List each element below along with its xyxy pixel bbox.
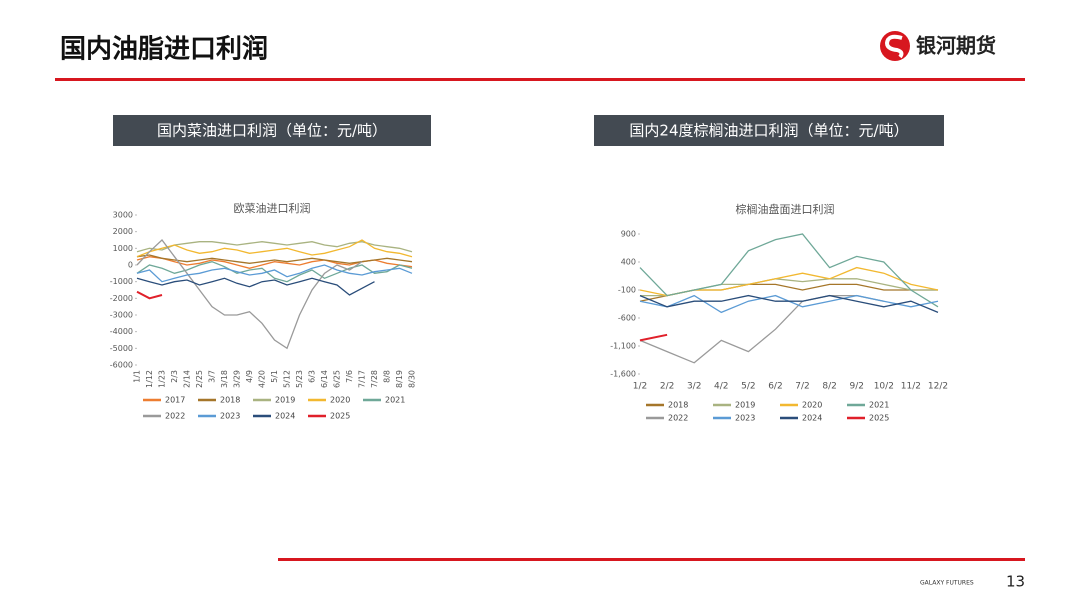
header-rule xyxy=(55,78,1025,81)
x-tick-label: 5/1 xyxy=(270,370,279,383)
x-tick-label: 4/2 xyxy=(714,382,728,392)
x-tick-label: 3/2 xyxy=(687,382,701,392)
x-tick-label: 6/3 xyxy=(308,370,317,383)
logo-swoosh xyxy=(884,34,904,59)
x-tick-label: 7/17 xyxy=(358,370,367,388)
legend-label: 2019 xyxy=(275,396,295,405)
x-tick-label: 2/2 xyxy=(660,382,674,392)
brand: 银河期货 xyxy=(916,34,996,58)
y-tick-label: -6000 xyxy=(110,361,133,370)
x-tick-label: 5/12 xyxy=(283,370,292,388)
y-tick-label: 2000 xyxy=(113,227,133,236)
x-tick-label: 9/2 xyxy=(849,382,863,392)
x-tick-label: 1/2 xyxy=(633,382,647,392)
x-tick-label: 1/1 xyxy=(133,370,142,383)
x-tick-label: 4/20 xyxy=(258,370,267,388)
legend-label: 2020 xyxy=(330,396,350,405)
y-tick-label: 1000 xyxy=(113,244,133,253)
x-tick-label: 5/23 xyxy=(295,370,304,388)
legend-label: 2022 xyxy=(165,412,185,421)
legend-label: 2025 xyxy=(330,412,350,421)
x-tick-label: 3/29 xyxy=(233,370,242,388)
x-tick-label: 2/25 xyxy=(195,370,204,388)
x-tick-label: 6/2 xyxy=(768,382,782,392)
series-line xyxy=(639,294,939,314)
legend-label: 2018 xyxy=(668,401,688,410)
series-line xyxy=(639,294,884,364)
legend-label: 2019 xyxy=(735,401,755,410)
series-line xyxy=(136,290,163,300)
y-tick-label: -4000 xyxy=(110,327,133,336)
x-tick-label: 2/3 xyxy=(170,370,179,383)
y-tick-label: -1,100 xyxy=(610,342,636,351)
y-tick-label: 900 xyxy=(621,230,636,239)
series-line xyxy=(136,261,413,283)
x-tick-label: 11/2 xyxy=(901,382,921,392)
x-tick-label: 6/14 xyxy=(320,370,329,388)
y-tick-label: 400 xyxy=(621,258,636,267)
series-line xyxy=(136,277,375,296)
x-tick-label: 2/14 xyxy=(183,370,192,388)
x-tick-label: 7/2 xyxy=(795,382,809,392)
legend-label: 2024 xyxy=(275,412,295,421)
x-tick-label: 1/23 xyxy=(158,370,167,388)
legend-label: 2021 xyxy=(869,401,889,410)
chart-title: 棕榈油盘面进口利润 xyxy=(736,202,835,216)
slide-title: 国内油脂进口利润 xyxy=(60,34,268,65)
y-tick-label: -3000 xyxy=(110,311,133,320)
y-tick-label: -1000 xyxy=(110,277,133,286)
x-tick-label: 10/2 xyxy=(874,382,894,392)
x-tick-label: 4/9 xyxy=(245,370,254,383)
y-tick-label: 0 xyxy=(128,261,133,270)
y-tick-label: -100 xyxy=(618,286,636,295)
x-tick-label: 8/19 xyxy=(395,370,404,388)
series-line xyxy=(136,239,413,258)
panel-title: 国内菜油进口利润（单位：元/吨） xyxy=(157,122,387,140)
page-number: 13 xyxy=(1006,573,1025,591)
series-line xyxy=(136,254,413,264)
footer-brand: GALAXY FUTURES xyxy=(920,580,974,587)
x-tick-label: 7/28 xyxy=(370,370,379,388)
series-line xyxy=(136,264,413,283)
panel-title-box xyxy=(113,115,431,146)
x-tick-label: 8/8 xyxy=(383,370,392,383)
series-line xyxy=(639,333,668,342)
panel-title-box xyxy=(594,115,944,146)
x-tick-label: 8/2 xyxy=(822,382,836,392)
series-line xyxy=(136,239,363,350)
x-tick-label: 6/25 xyxy=(333,370,342,388)
legend-label: 2021 xyxy=(385,396,405,405)
legend-label: 2017 xyxy=(165,396,185,405)
x-tick-label: 5/2 xyxy=(741,382,755,392)
x-tick-label: 1/12 xyxy=(145,370,154,388)
x-tick-label: 12/2 xyxy=(928,382,948,392)
legend-label: 2020 xyxy=(802,401,822,410)
x-tick-label: 3/7 xyxy=(208,370,217,383)
y-tick-label: -600 xyxy=(618,314,636,323)
series-line xyxy=(639,294,939,314)
chart-title: 欧菜油进口利润 xyxy=(234,201,311,215)
y-tick-label: -5000 xyxy=(110,344,133,353)
x-tick-label: 3/18 xyxy=(220,370,229,388)
legend-label: 2023 xyxy=(220,412,240,421)
legend-label: 2018 xyxy=(220,396,240,405)
y-tick-label: -1,600 xyxy=(610,370,636,379)
legend-label: 2022 xyxy=(668,414,688,423)
x-tick-label: 8/30 xyxy=(408,370,417,388)
panel-title: 国内24度棕榈油进口利润（单位：元/吨） xyxy=(629,122,908,140)
series-line xyxy=(639,233,939,308)
legend-label: 2025 xyxy=(869,414,889,423)
legend-label: 2024 xyxy=(802,414,822,423)
x-tick-label: 7/6 xyxy=(345,370,354,383)
y-tick-label: 3000 xyxy=(113,211,133,220)
footer-rule xyxy=(278,558,1025,561)
y-tick-label: -2000 xyxy=(110,294,133,303)
legend-label: 2023 xyxy=(735,414,755,423)
